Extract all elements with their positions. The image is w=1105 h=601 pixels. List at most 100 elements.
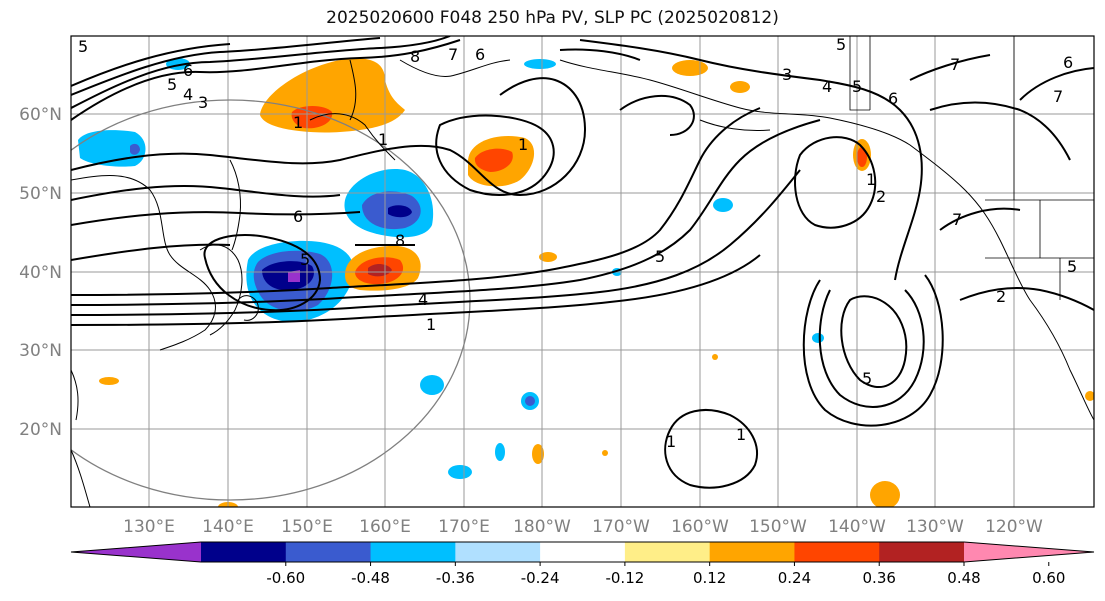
pv-negative-spot (812, 333, 824, 343)
pv-positive-spot (602, 450, 608, 456)
colorbar-tick-label: -0.12 (605, 569, 644, 587)
colorbar-tick-label: -0.36 (436, 569, 475, 587)
contour-label: 7 (950, 55, 960, 74)
pv-negative-center (388, 205, 412, 218)
pv-positive-spot (857, 147, 867, 167)
contour-label: 4 (183, 85, 193, 104)
pv-positive-spot (672, 60, 708, 76)
lon-label: 150°W (749, 517, 807, 537)
lon-label: 140°W (828, 517, 886, 537)
pv-negative-center (262, 261, 314, 291)
contour-label: 8 (410, 47, 420, 66)
colorbar: -0.60 -0.48 -0.36 -0.24 -0.12 0.12 0.24 0.36 0.4… (70, 541, 1095, 587)
range-circle (71, 99, 471, 501)
colorbar-tick-label: 0.36 (863, 569, 896, 587)
lat-label: 20°N (19, 420, 62, 440)
contour-label: 5 (655, 247, 665, 266)
contour-label: 1 (518, 135, 528, 154)
contour-label: 1 (736, 425, 746, 444)
lon-label: 180°W (513, 517, 571, 537)
colorbar-tick-label: 0.12 (693, 569, 726, 587)
contour-label: 1 (293, 113, 303, 132)
slp-contours (71, 36, 1094, 489)
pv-positive-center (368, 264, 392, 277)
pv-negative-spot (713, 198, 733, 212)
pv-negative-spot (448, 465, 472, 479)
colorbar-swatch (794, 542, 880, 562)
colorbar-swatch (624, 542, 711, 562)
lat-label: 50°N (19, 184, 62, 204)
colorbar-swatch (455, 542, 541, 562)
colorbar-tick-label: 0.24 (778, 569, 811, 587)
contour-label: 5 (862, 369, 872, 388)
colorbar-tick-label: 0.48 (947, 569, 980, 587)
map-content: 5 6 5 4 3 1 7 6 8 1 6 8 1 5 4 1 3 4 5 6 … (71, 35, 1094, 507)
pv-positive-spot (1085, 391, 1094, 401)
lon-label: 120°W (985, 517, 1043, 537)
contour-label: 4 (822, 77, 832, 96)
lat-label: 60°N (19, 105, 62, 125)
borders (849, 36, 1094, 300)
contour-label: 1 (378, 130, 388, 149)
map-title: 2025020600 F048 250 hPa PV, SLP PC (2025… (326, 8, 779, 28)
lon-label: 160°E (359, 517, 411, 537)
pv-negative-spot (495, 443, 505, 461)
lon-label: 130°W (906, 517, 964, 537)
lon-label: 150°E (281, 517, 333, 537)
pv-negative-spot (420, 375, 444, 395)
contour-label: 6 (888, 89, 898, 108)
pv-positive-spot (730, 81, 750, 93)
contour-label: 3 (198, 93, 208, 112)
contour-label: 6 (475, 45, 485, 64)
contour-label: 7 (1053, 87, 1063, 106)
lon-label: 170°E (438, 517, 490, 537)
lon-labels: 130°E 140°E 150°E 160°E 170°E 180°W 170°… (123, 517, 1043, 537)
colorbar-swatch (709, 542, 795, 562)
colorbar-outline (70, 541, 1095, 563)
contour-label: 5 (167, 75, 177, 94)
colorbar-swatch (285, 542, 372, 562)
colorbar-tick-label: -0.48 (351, 569, 390, 587)
contour-label: 4 (418, 290, 428, 309)
contour-label: 5 (1067, 257, 1077, 276)
lon-label: 160°W (671, 517, 729, 537)
lon-label: 130°E (123, 517, 175, 537)
lon-label: 170°W (592, 517, 650, 537)
pv-negative-min (288, 270, 300, 282)
pv-positive-core (474, 148, 513, 172)
colorbar-swatch (370, 542, 456, 562)
map-border (70, 35, 1095, 508)
colorbar-extend-high (964, 542, 1094, 562)
pv-positive-core (291, 106, 333, 129)
colorbar-tick-label: -0.24 (521, 569, 560, 587)
contour-label: 5 (852, 77, 862, 96)
contour-labels: 5 6 5 4 3 1 7 6 8 1 6 8 1 5 4 1 3 4 5 6 … (78, 35, 1077, 451)
colorbar-tick-label: -0.60 (266, 569, 305, 587)
colorbar-swatch (879, 542, 965, 562)
colorbar-swatch (201, 542, 287, 562)
lat-labels: 60°N 50°N 40°N 30°N 20°N (19, 105, 62, 440)
lat-label: 40°N (19, 263, 62, 283)
pv-positive-spot (539, 252, 557, 262)
colorbar-extend-low (71, 542, 201, 562)
pv-positive-spot (870, 481, 900, 507)
lat-label: 30°N (19, 341, 62, 361)
contour-label: 6 (1063, 53, 1073, 72)
pv-negative-spot (524, 59, 556, 69)
contour-label: 7 (448, 45, 458, 64)
contour-label: 7 (952, 210, 962, 229)
contour-label: 5 (78, 37, 88, 56)
pv-negative-core (130, 143, 140, 155)
pv-negative-spot (525, 396, 535, 406)
contour-label: 6 (183, 61, 193, 80)
pv-positive-spot (532, 444, 544, 464)
contour-label: 1 (866, 170, 876, 189)
pv-shading (78, 58, 1094, 507)
contour-label: 1 (426, 315, 436, 334)
contour-label: 5 (836, 35, 846, 54)
pv-positive-spot (99, 377, 119, 385)
contour-label: 3 (782, 65, 792, 84)
pv-positive-spot (712, 354, 718, 360)
contour-label: 8 (395, 231, 405, 250)
